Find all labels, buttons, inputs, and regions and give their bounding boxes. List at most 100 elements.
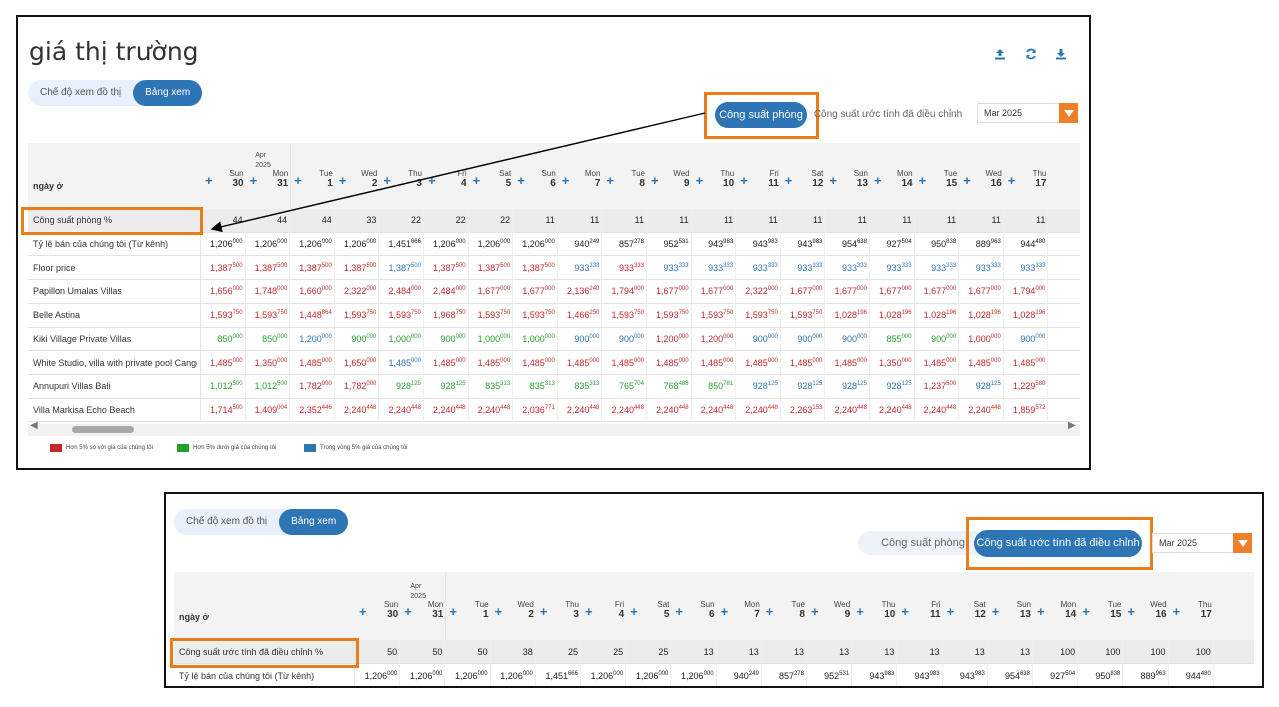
add-day-icon[interactable]: + bbox=[1082, 604, 1090, 619]
cell-value: 928 bbox=[395, 381, 411, 392]
col-divider bbox=[333, 303, 335, 328]
add-day-icon[interactable]: + bbox=[1037, 604, 1045, 619]
label-divider bbox=[200, 374, 201, 399]
add-day-icon[interactable]: + bbox=[829, 173, 837, 188]
scroll-right-icon[interactable]: ▶ bbox=[1068, 420, 1076, 432]
table-cell: 13 bbox=[807, 647, 849, 657]
table-cell: 943983 bbox=[781, 239, 822, 249]
day-of-week: Thu bbox=[1032, 169, 1047, 178]
table-cell: 1,387500 bbox=[246, 263, 288, 273]
chevron-down-icon[interactable] bbox=[1059, 103, 1078, 123]
day-column-header: Wed 2 bbox=[345, 169, 377, 189]
add-day-icon[interactable]: + bbox=[991, 604, 1000, 619]
add-day-icon[interactable]: + bbox=[675, 604, 683, 619]
cell-decimal: 000 bbox=[990, 357, 1001, 364]
rate-table-2: ngày ở Apr 2025 + Sun 30 + Mon 31 + Tue 1 + Wed 2 + Thu… bbox=[170, 572, 1254, 686]
download-icon[interactable] bbox=[1054, 47, 1068, 61]
add-day-icon[interactable]: + bbox=[585, 604, 593, 619]
cell-decimal: 000 bbox=[678, 286, 689, 293]
table-cell: 1,409004 bbox=[246, 405, 288, 415]
cell-value: 943 bbox=[708, 239, 724, 250]
add-day-icon[interactable]: + bbox=[784, 173, 793, 188]
adjusted-capacity-tab-2[interactable]: Công suất ước tính đã điều chỉnh bbox=[974, 530, 1142, 557]
cell-value: 1,206 bbox=[343, 239, 367, 250]
cell-decimal: 000 bbox=[232, 333, 243, 340]
scroll-thumb[interactable] bbox=[72, 426, 134, 434]
add-day-icon[interactable]: + bbox=[359, 604, 367, 619]
legend-item: Hơn 5% dưới giá của chúng tôi bbox=[177, 444, 276, 453]
table-cell: 900000 bbox=[424, 334, 466, 344]
add-day-icon[interactable]: + bbox=[494, 604, 503, 619]
table-cell: 1,748000 bbox=[246, 286, 288, 296]
add-day-icon[interactable]: + bbox=[946, 604, 955, 619]
table-cell: 1,677000 bbox=[692, 286, 734, 296]
cell-decimal: 531 bbox=[839, 670, 850, 677]
add-day-icon[interactable]: + bbox=[918, 173, 927, 188]
add-day-icon[interactable]: + bbox=[740, 173, 748, 188]
table-cell: 2,484000 bbox=[379, 286, 421, 296]
col-divider bbox=[556, 374, 558, 399]
cell-decimal: 196 bbox=[856, 310, 867, 317]
cell-decimal: 500 bbox=[410, 262, 421, 269]
add-day-icon[interactable]: + bbox=[856, 604, 864, 619]
chevron-down-icon-2[interactable] bbox=[1233, 533, 1252, 553]
add-day-icon[interactable]: + bbox=[205, 173, 213, 188]
add-day-icon[interactable]: + bbox=[765, 604, 774, 619]
chart-view-option-2[interactable]: Chế độ xem đồ thị bbox=[186, 516, 268, 527]
month-value-2: Mar 2025 bbox=[1159, 538, 1198, 548]
horizontal-scrollbar[interactable] bbox=[28, 424, 1080, 437]
month-select-2[interactable]: Mar 2025 bbox=[1152, 533, 1252, 553]
cell-decimal: 333 bbox=[990, 262, 1001, 269]
upload-icon[interactable] bbox=[993, 47, 1007, 61]
add-day-icon[interactable]: + bbox=[630, 604, 638, 619]
adjusted-capacity-tab[interactable]: Công suất ước tính đã điều chỉnh bbox=[813, 109, 963, 120]
row-label: Floor price bbox=[33, 262, 76, 273]
month-divider bbox=[445, 572, 447, 640]
row-divider bbox=[28, 326, 1080, 328]
add-day-icon[interactable]: + bbox=[963, 173, 971, 188]
table-cell: 2,240448 bbox=[647, 405, 689, 415]
cell-decimal: 000 bbox=[321, 357, 332, 364]
day-number: 13 bbox=[1019, 609, 1031, 620]
col-divider bbox=[489, 664, 491, 686]
cell-decimal: 000 bbox=[455, 286, 466, 293]
add-day-icon[interactable]: + bbox=[720, 604, 729, 619]
cell-value: 952 bbox=[824, 670, 840, 681]
refresh-icon[interactable] bbox=[1024, 47, 1038, 61]
cell-value: 1,650 bbox=[343, 357, 367, 368]
col-divider bbox=[735, 398, 737, 423]
col-divider bbox=[1167, 664, 1169, 686]
table-cell: 1,000000 bbox=[513, 334, 555, 344]
day-of-week: Tue bbox=[943, 169, 958, 178]
table-cell: 1,485000 bbox=[647, 358, 689, 368]
add-day-icon[interactable]: + bbox=[874, 173, 882, 188]
add-day-icon[interactable]: + bbox=[449, 604, 457, 619]
capacity-tab[interactable]: Công suất phòng bbox=[715, 102, 807, 128]
day-number: 7 bbox=[754, 609, 760, 620]
table-view-option[interactable]: Bảng xem bbox=[133, 80, 203, 106]
cell-decimal: 000 bbox=[613, 670, 624, 677]
cell-decimal: 000 bbox=[1035, 286, 1046, 293]
cell-decimal: 750 bbox=[500, 310, 511, 317]
cell-value: 2,263 bbox=[789, 404, 813, 415]
add-day-icon[interactable]: + bbox=[1127, 604, 1135, 619]
cell-value: 1,012 bbox=[254, 381, 278, 392]
month-select[interactable]: Mar 2025 bbox=[977, 103, 1078, 123]
add-day-icon[interactable]: + bbox=[811, 604, 819, 619]
add-day-icon[interactable]: + bbox=[404, 604, 412, 619]
cell-value: 928 bbox=[975, 381, 991, 392]
table-view-option-2[interactable]: Bảng xem bbox=[279, 509, 349, 535]
table-cell: 943983 bbox=[852, 671, 894, 681]
add-day-icon[interactable]: + bbox=[539, 604, 548, 619]
table-cell: 1,660000 bbox=[290, 286, 332, 296]
add-day-icon[interactable]: + bbox=[1172, 604, 1181, 619]
cell-decimal: 531 bbox=[678, 239, 689, 246]
add-day-icon[interactable]: + bbox=[1007, 173, 1016, 188]
add-day-icon[interactable]: + bbox=[901, 604, 909, 619]
scroll-left-icon[interactable]: ◀ bbox=[30, 420, 38, 432]
table-cell: 25 bbox=[536, 647, 578, 657]
chart-view-option[interactable]: Chế độ xem đồ thị bbox=[40, 87, 122, 98]
table-cell: 1,485000 bbox=[781, 358, 823, 368]
table-cell: 1,485000 bbox=[424, 358, 466, 368]
col-divider bbox=[289, 327, 291, 352]
